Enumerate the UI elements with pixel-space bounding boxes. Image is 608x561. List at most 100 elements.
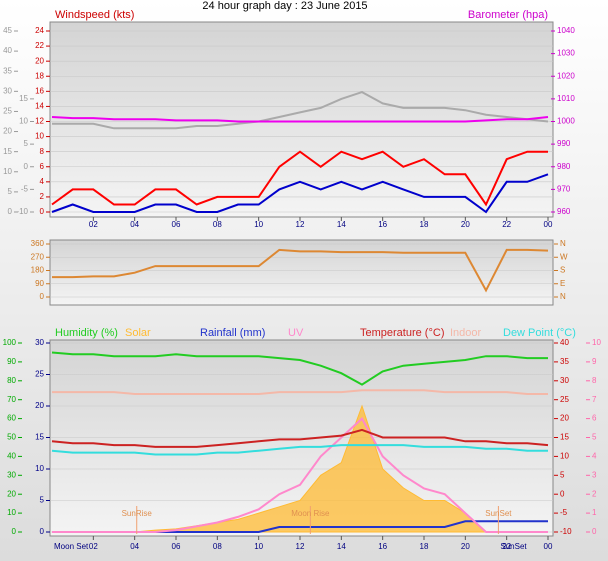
legend-label: Rainfall (mm) [200, 327, 265, 339]
y2-tick-label: 1030 [557, 49, 575, 58]
y4-tick-label: 6 [592, 414, 597, 423]
y3-tick-label: 15 [19, 94, 28, 103]
y-tick-label: 270 [31, 252, 45, 261]
line [51, 444, 548, 456]
y2-tick-label: 1040 [557, 26, 575, 35]
x-tick-label: 08 [213, 220, 222, 229]
x-tick-label: 18 [420, 220, 429, 229]
y3-tick-label: -10 [16, 207, 28, 216]
y-tick-label: 22 [35, 41, 44, 50]
y3-tick-label: 10 [19, 117, 28, 126]
y-tick-label: 30 [35, 338, 44, 347]
x-tick-label: 22 [502, 542, 511, 551]
x-tick-label: 10 [254, 542, 263, 551]
y4-tick-label: 10 [3, 167, 12, 176]
y3-tick-label: 10 [7, 508, 16, 517]
y-tick-label: 20 [35, 56, 44, 65]
x-tick-label: 00 [544, 220, 553, 229]
y2-tick-label: 20 [560, 414, 569, 423]
y2-tick-label: 10 [560, 452, 569, 461]
y-tick-label: 8 [40, 147, 45, 156]
y3-tick-label: 0 [12, 527, 17, 536]
y4-tick-label: 20 [3, 127, 12, 136]
y2-tick-label: 5 [560, 470, 565, 479]
x-tick-label: 04 [130, 220, 139, 229]
y2-tick-label: 1020 [557, 71, 575, 80]
chart-title: 24 hour graph day : 23 June 2015 [202, 0, 367, 12]
y2-tick-label: N [560, 239, 566, 248]
y3-tick-label: 100 [3, 338, 17, 347]
x-tick-label: 06 [172, 220, 181, 229]
legend-label: Humidity (%) [55, 327, 118, 339]
line [52, 417, 548, 533]
y4-tick-label: 8 [592, 376, 597, 385]
line [52, 389, 548, 395]
y4-tick-label: 7 [592, 395, 597, 404]
y4-tick-label: 15 [3, 147, 12, 156]
y3-tick-label: 5 [24, 139, 29, 148]
y2-tick-label: 970 [557, 184, 571, 193]
y3-tick-label: 70 [7, 395, 16, 404]
y-tick-label: 5 [40, 496, 45, 505]
y-tick-label: 90 [35, 279, 44, 288]
legend-label: Dew Point (°C) [503, 327, 576, 339]
x-tick-label: 20 [461, 220, 470, 229]
y3-tick-label: 20 [7, 489, 16, 498]
y2-tick-label: 40 [560, 338, 569, 347]
y2-tick-label: N [560, 292, 566, 301]
line [52, 248, 549, 293]
x-tick-label: 02 [89, 542, 98, 551]
legend-label: UV [288, 327, 304, 339]
y4-tick-label: 4 [592, 452, 597, 461]
y-tick-label: 18 [35, 71, 44, 80]
y3-tick-label: 30 [7, 470, 16, 479]
x-tick-label: 20 [461, 542, 470, 551]
y3-tick-label: 50 [7, 433, 16, 442]
y4-tick-label: 2 [592, 489, 597, 498]
y2-tick-label: 15 [560, 433, 569, 442]
x-tick-label: 16 [378, 220, 387, 229]
x-tick-label: 22 [502, 220, 511, 229]
y4-tick-label: 30 [3, 86, 12, 95]
y4-tick-label: 35 [3, 66, 12, 75]
y3-tick-label: 40 [7, 452, 16, 461]
x-tick-label: 12 [296, 220, 305, 229]
y2-axis-title: Barometer (hpa) [468, 9, 548, 21]
y-tick-label: 4 [40, 177, 45, 186]
y4-tick-label: 1 [592, 508, 597, 517]
x-tick-label: 06 [172, 542, 181, 551]
y2-tick-label: S [560, 266, 565, 275]
x-tick-label: 04 [130, 542, 139, 551]
y-tick-label: 14 [35, 102, 44, 111]
y2-tick-label: 30 [560, 376, 569, 385]
y-tick-label: 0 [40, 292, 45, 301]
event-label: Moon Set [54, 542, 89, 551]
event-label: SunSet [500, 542, 527, 551]
legend-label: Temperature (°C) [360, 327, 444, 339]
y3-tick-label: 0 [24, 162, 29, 171]
y4-tick-label: 5 [8, 187, 13, 196]
y4-tick-label: 9 [592, 357, 597, 366]
plot-area [49, 239, 554, 306]
y2-tick-label: 1000 [557, 117, 575, 126]
y2-tick-label: -10 [560, 527, 572, 536]
y2-tick-label: 1010 [557, 94, 575, 103]
y4-tick-label: 10 [592, 338, 601, 347]
line [51, 351, 548, 386]
y2-tick-label: 35 [560, 357, 569, 366]
y2-tick-label: -5 [560, 508, 568, 517]
line [51, 428, 549, 448]
y4-tick-label: 3 [592, 470, 597, 479]
y-tick-label: 16 [35, 86, 44, 95]
y2-tick-label: 960 [557, 207, 571, 216]
y-tick-label: 10 [35, 464, 44, 473]
y-tick-label: 0 [40, 527, 45, 536]
annotation: SunSet [485, 509, 512, 518]
annotation: Moon Rise [291, 509, 330, 518]
y2-tick-label: 25 [560, 395, 569, 404]
y-tick-label: 24 [35, 26, 44, 35]
x-tick-label: 14 [337, 542, 346, 551]
line [51, 173, 549, 214]
y-tick-label: 6 [40, 162, 45, 171]
